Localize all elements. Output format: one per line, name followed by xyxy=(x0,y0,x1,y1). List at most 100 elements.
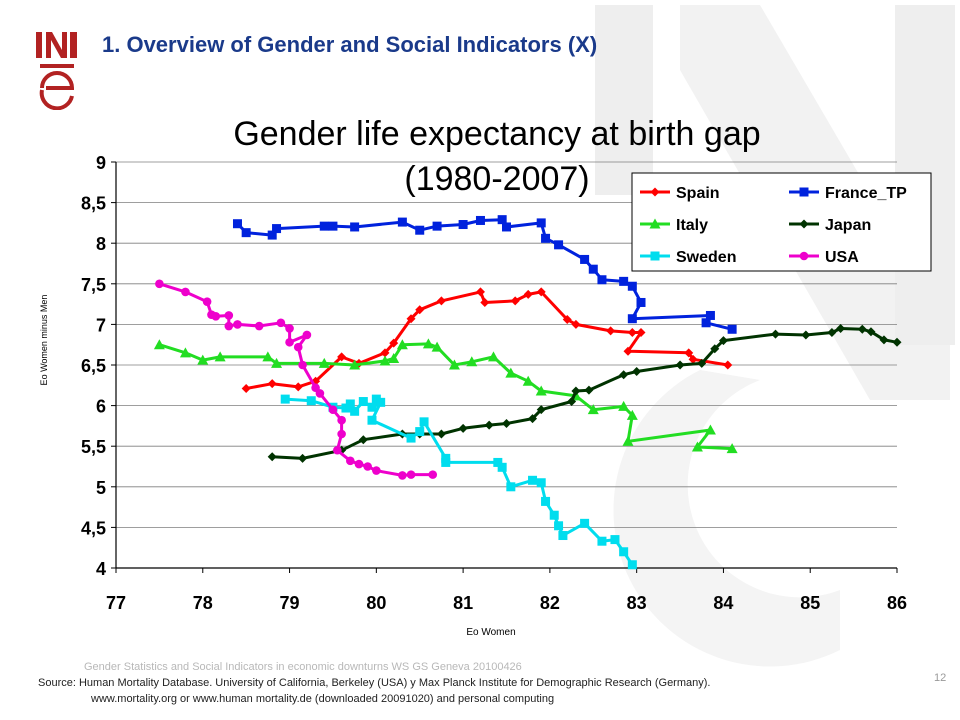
series-line-spain xyxy=(245,290,729,390)
legend-label-italy: Italy xyxy=(676,217,708,234)
data-point-france-tp xyxy=(267,230,277,240)
data-point-japan xyxy=(801,330,811,340)
series-line-sweden xyxy=(285,397,634,566)
data-point-japan xyxy=(697,358,707,368)
data-point-france-tp xyxy=(636,297,646,307)
legend-marker-japan xyxy=(799,219,809,229)
data-point-sweden xyxy=(558,531,568,541)
data-point-sweden xyxy=(280,394,290,404)
data-point-spain xyxy=(571,319,581,329)
data-point-japan xyxy=(857,324,867,334)
data-point-italy xyxy=(487,351,499,362)
data-point-japan xyxy=(771,329,781,339)
x-tick-label: 78 xyxy=(193,593,213,613)
data-point-france-tp xyxy=(415,225,425,235)
data-point-italy xyxy=(422,338,434,349)
data-point-japan xyxy=(675,360,685,370)
data-point-italy xyxy=(271,357,283,368)
series-japan xyxy=(267,323,902,463)
data-point-spain xyxy=(406,314,416,324)
y-tick-label: 8,5 xyxy=(81,194,106,214)
legend-marker-spain xyxy=(650,187,660,197)
x-tick-label: 83 xyxy=(627,593,647,613)
data-point-japan xyxy=(358,435,368,445)
data-point-spain xyxy=(606,326,616,336)
data-point-japan xyxy=(632,366,642,376)
data-point-france-tp xyxy=(536,218,546,228)
data-point-france-tp xyxy=(232,219,242,229)
data-point-france-tp xyxy=(580,254,590,264)
data-point-usa xyxy=(337,415,346,425)
data-point-italy xyxy=(431,341,443,352)
data-point-spain xyxy=(536,287,546,297)
y-tick-label: 6 xyxy=(96,397,106,417)
data-point-usa xyxy=(398,471,407,480)
x-tick-label: 77 xyxy=(106,593,126,613)
data-point-japan xyxy=(484,420,494,430)
data-point-italy xyxy=(466,356,478,367)
data-point-usa xyxy=(224,311,234,320)
data-point-usa xyxy=(233,320,242,329)
data-point-france-tp xyxy=(272,224,282,234)
legend-label-spain: Spain xyxy=(676,185,720,202)
data-point-france-tp xyxy=(727,324,737,334)
data-point-sweden xyxy=(580,518,590,528)
data-point-spain xyxy=(267,379,277,389)
data-point-japan xyxy=(866,327,876,337)
data-point-sweden xyxy=(554,521,564,531)
data-point-spain xyxy=(510,296,520,306)
data-point-italy xyxy=(587,404,599,415)
data-point-sweden xyxy=(419,417,429,427)
legend-label-france-tp: France_TP xyxy=(825,185,907,202)
data-point-usa xyxy=(332,445,342,455)
y-tick-label: 5 xyxy=(96,478,106,498)
data-point-france-tp xyxy=(397,217,407,227)
data-point-japan xyxy=(836,323,846,333)
data-point-japan xyxy=(528,414,538,424)
data-point-spain xyxy=(293,382,303,392)
data-point-france-tp xyxy=(554,240,564,250)
data-point-japan xyxy=(710,344,720,354)
data-point-sweden xyxy=(345,399,355,409)
series-sweden xyxy=(280,394,637,570)
data-point-usa xyxy=(276,318,286,328)
data-point-japan xyxy=(267,452,277,462)
data-point-spain xyxy=(480,297,490,307)
data-point-japan xyxy=(502,418,511,428)
data-point-sweden xyxy=(627,560,637,570)
data-point-sweden xyxy=(350,406,360,416)
data-point-france-tp xyxy=(241,228,251,238)
data-point-spain xyxy=(623,346,633,356)
data-point-france-tp xyxy=(502,222,511,232)
data-point-sweden xyxy=(406,433,416,443)
x-tick-label: 80 xyxy=(366,593,386,613)
series-usa xyxy=(155,279,438,480)
y-tick-label: 6,5 xyxy=(81,356,106,376)
data-point-italy xyxy=(726,443,738,454)
data-point-spain xyxy=(436,296,446,306)
data-point-japan xyxy=(536,405,546,415)
y-tick-label: 7 xyxy=(96,315,106,335)
slide-title: 1. Overview of Gender and Social Indicat… xyxy=(102,32,598,57)
data-point-france-tp xyxy=(588,264,598,274)
data-point-usa xyxy=(328,405,338,414)
chart-title-line2: (1980-2007) xyxy=(404,160,589,198)
data-point-italy xyxy=(505,367,517,378)
data-point-usa xyxy=(202,297,212,306)
data-point-italy xyxy=(618,400,630,411)
data-point-usa xyxy=(285,337,294,347)
data-point-spain xyxy=(389,338,399,348)
data-point-france-tp xyxy=(619,276,629,286)
data-point-usa xyxy=(224,321,234,331)
data-point-spain xyxy=(475,287,485,297)
legend-label-japan: Japan xyxy=(825,217,871,234)
data-point-japan xyxy=(436,429,446,439)
data-point-usa xyxy=(302,330,312,340)
data-point-spain xyxy=(415,305,425,315)
data-point-usa xyxy=(315,389,325,398)
data-point-italy xyxy=(626,409,638,420)
series-italy xyxy=(153,338,738,454)
data-point-sweden xyxy=(541,496,551,506)
x-tick-label: 86 xyxy=(887,593,907,613)
